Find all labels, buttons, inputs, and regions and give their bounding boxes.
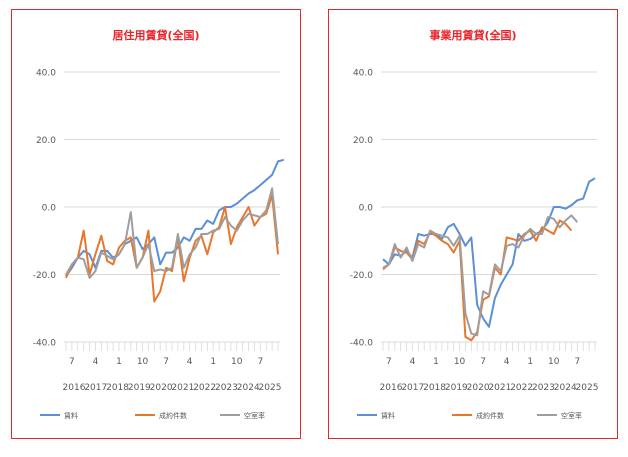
- legend-item-rent: 賃料: [357, 411, 395, 421]
- x-tick-label: 7: [480, 357, 486, 367]
- x-tick-label: 1: [433, 357, 439, 367]
- x-tick-label: 10: [454, 357, 466, 367]
- series-line-vacancy: [382, 214, 579, 337]
- x-year-label: 2017: [84, 383, 107, 393]
- legend-label-vacancy: 空室率: [244, 412, 265, 420]
- x-tick-label: 7: [69, 357, 75, 367]
- legend-swatch-vacancy: [537, 414, 557, 416]
- chart-title: 居住用賃貸(全国): [112, 29, 200, 42]
- y-tick-label: 0.0: [42, 204, 57, 214]
- legend-label-vacancy: 空室率: [561, 412, 582, 420]
- legend-item-vacancy: 空室率: [537, 411, 582, 421]
- x-year-label: 2021: [171, 383, 194, 393]
- x-tick-label: 7: [574, 357, 580, 367]
- x-tick-label: 1: [210, 357, 216, 367]
- x-tick-label: 1: [527, 357, 533, 367]
- legend-swatch-vacancy: [220, 414, 240, 416]
- chart-panel-residential: 居住用賃貸(全国) 40.0 20.0 0.0 -20.0 -40.0 7 4 1 10 7 4 1 1…: [11, 9, 301, 439]
- series-line-contracts: [65, 194, 279, 303]
- x-year-label: 2025: [259, 383, 282, 393]
- x-year-label: 2023: [532, 383, 555, 393]
- x-tick-label: 7: [163, 357, 169, 367]
- x-year-label: 2020: [150, 383, 173, 393]
- legend-label-rent: 賃料: [64, 412, 78, 420]
- y-tick-label: -40.0: [350, 339, 374, 349]
- legend-swatch-rent: [40, 414, 60, 416]
- x-tick-label: 4: [504, 357, 510, 367]
- y-tick-label: 20.0: [36, 136, 56, 146]
- series-line-rent: [382, 177, 596, 328]
- x-year-label: 2022: [510, 383, 533, 393]
- x-tick-label: 1: [116, 357, 122, 367]
- x-year-label: 2024: [237, 383, 260, 393]
- x-year-label: 2025: [576, 383, 599, 393]
- series-line-contracts: [382, 219, 573, 342]
- y-tick-label: -20.0: [350, 271, 374, 281]
- x-tick-label: 7: [257, 357, 263, 367]
- legend-item-contracts: 成約件数: [452, 411, 504, 421]
- x-year-label: 2018: [423, 383, 446, 393]
- x-tick-label: 7: [386, 357, 392, 367]
- x-year-label: 2018: [106, 383, 129, 393]
- x-tick-label: 4: [93, 357, 99, 367]
- x-tick-label: 10: [548, 357, 560, 367]
- x-year-label: 2022: [193, 383, 216, 393]
- x-tick-label: 4: [410, 357, 416, 367]
- x-tick-label: 10: [137, 357, 149, 367]
- y-tick-label: 40.0: [353, 69, 373, 79]
- y-tick-label: 40.0: [36, 69, 56, 79]
- series-line-vacancy: [65, 187, 279, 279]
- x-year-label: 2020: [467, 383, 490, 393]
- y-tick-label: 20.0: [353, 136, 373, 146]
- chart-panel-commercial: 事業用賃貸(全国) 40.0 20.0 0.0 -20.0 -40.0 7 4 1 10 7 4 1 1…: [328, 9, 618, 439]
- y-tick-label: 0.0: [359, 204, 374, 214]
- x-year-label: 2016: [380, 383, 403, 393]
- y-tick-label: -40.0: [33, 339, 57, 349]
- legend-item-vacancy: 空室率: [220, 411, 265, 421]
- x-year-label: 2021: [488, 383, 511, 393]
- x-tick-label: 10: [231, 357, 243, 367]
- x-year-label: 2019: [445, 383, 468, 393]
- legend-label-contracts: 成約件数: [159, 412, 187, 420]
- legend-swatch-rent: [357, 414, 377, 416]
- chart-plot-commercial: 40.0 20.0 0.0 -20.0 -40.0 7 4 1 10 7 4 1 10 7 20162017…: [350, 69, 599, 394]
- chart-title: 事業用賃貸(全国): [429, 29, 517, 42]
- legend-swatch-contracts: [452, 414, 472, 416]
- x-year-label: 2023: [215, 383, 238, 393]
- x-year-label: 2024: [554, 383, 577, 393]
- x-year-label: 2016: [63, 383, 86, 393]
- legend-swatch-contracts: [135, 414, 155, 416]
- x-year-label: 2019: [128, 383, 151, 393]
- legend-label-rent: 賃料: [381, 412, 395, 420]
- y-tick-label: -20.0: [33, 271, 57, 281]
- x-tick-label: 4: [187, 357, 193, 367]
- legend-item-contracts: 成約件数: [135, 411, 187, 421]
- x-year-label: 2017: [401, 383, 424, 393]
- chart-plot-residential: 40.0 20.0 0.0 -20.0 -40.0 7 4 1 10 7 4 1 10 7 20162017…: [33, 69, 285, 393]
- legend-item-rent: 賃料: [40, 411, 78, 421]
- legend-label-contracts: 成約件数: [476, 412, 504, 420]
